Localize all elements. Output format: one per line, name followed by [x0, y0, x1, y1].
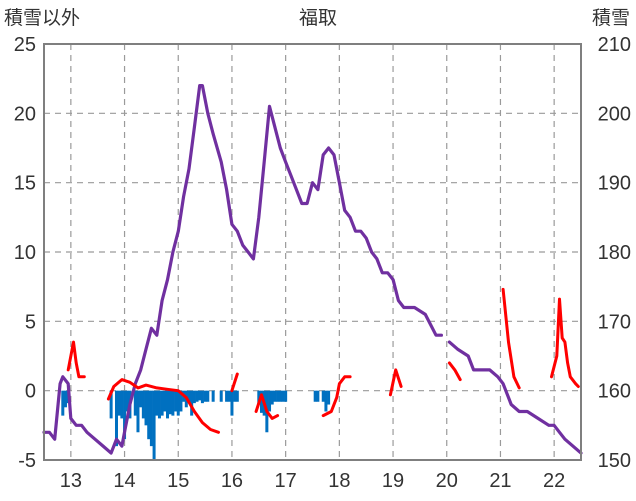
left-tick-label: 15	[14, 173, 36, 195]
right-tick-label: 170	[598, 311, 631, 333]
temperature-line	[106, 378, 220, 434]
bar	[174, 390, 178, 412]
right-tick-label: 190	[598, 173, 631, 195]
bar	[327, 390, 331, 405]
plot-frame	[43, 43, 582, 461]
left-tick-label: 10	[14, 242, 36, 264]
x-tick-label: 16	[221, 470, 243, 492]
bar	[190, 390, 194, 416]
bar	[155, 390, 159, 416]
x-tick-label: 20	[436, 470, 458, 492]
x-tick-label: 14	[113, 470, 135, 492]
x-tick-label: 22	[543, 470, 565, 492]
bar	[144, 390, 148, 426]
right-tick-label: 150	[598, 450, 631, 472]
left-tick-label: 25	[14, 34, 36, 56]
bar	[187, 390, 191, 402]
bar	[321, 390, 325, 402]
right-tick-label: 210	[598, 34, 631, 56]
bar	[206, 390, 210, 402]
bar	[133, 390, 137, 416]
bar	[117, 390, 121, 416]
temperature-line	[321, 375, 352, 418]
bar	[235, 390, 239, 402]
x-tick-label: 17	[275, 470, 297, 492]
bar	[125, 390, 129, 412]
temperature-line	[550, 297, 580, 388]
temperature-line	[230, 372, 239, 393]
bar	[203, 390, 207, 402]
right-tick-label: 160	[598, 381, 631, 403]
right-tick-label: 180	[598, 242, 631, 264]
bar	[147, 390, 151, 440]
bar	[109, 390, 113, 419]
bar	[160, 390, 164, 416]
bar	[284, 390, 288, 402]
x-tick-label: 19	[382, 470, 404, 492]
bar	[179, 390, 183, 412]
bar	[141, 390, 145, 419]
left-axis-label: 積雪以外	[4, 7, 80, 29]
bar	[227, 390, 231, 402]
bar	[281, 390, 285, 402]
bar	[198, 390, 202, 401]
bar	[168, 390, 172, 415]
bar	[273, 390, 277, 402]
bar	[195, 390, 199, 402]
bar	[166, 390, 170, 419]
x-tick-label: 13	[60, 470, 82, 492]
bar	[149, 390, 153, 447]
bar	[230, 390, 234, 416]
bar	[324, 390, 328, 412]
bar	[225, 390, 229, 402]
bar	[313, 390, 317, 402]
bar	[152, 390, 156, 460]
snow-depth-line	[447, 340, 583, 455]
bar	[270, 390, 274, 405]
bar	[233, 390, 237, 402]
temperature-line	[254, 393, 280, 420]
bar	[163, 390, 167, 412]
bar	[219, 390, 223, 402]
left-tick-label: 5	[25, 311, 36, 333]
bar	[276, 390, 280, 402]
x-tick-label: 21	[489, 470, 511, 492]
bar	[139, 390, 143, 408]
bar	[63, 390, 67, 408]
bar	[157, 390, 161, 419]
bar	[278, 390, 282, 402]
left-tick-label: -5	[18, 450, 36, 472]
bar	[268, 390, 272, 412]
bar	[136, 390, 140, 433]
bar	[123, 390, 127, 440]
chart-title: 福取	[299, 7, 337, 29]
temperature-line	[388, 368, 403, 397]
temperature-line	[501, 287, 521, 390]
left-tick-label: 20	[14, 103, 36, 125]
bar	[120, 390, 124, 419]
snow-depth-line	[42, 84, 443, 455]
bar	[114, 390, 118, 447]
bar	[257, 390, 261, 405]
bar	[176, 390, 180, 416]
bar	[316, 390, 320, 402]
x-tick-label: 15	[167, 470, 189, 492]
right-tick-label: 200	[598, 103, 631, 125]
bar	[192, 390, 196, 404]
bar	[61, 390, 65, 416]
x-tick-label: 18	[328, 470, 350, 492]
bar	[259, 390, 263, 413]
temperature-line	[447, 361, 462, 382]
bar	[200, 390, 204, 404]
right-axis-label: 積雪	[592, 7, 630, 29]
left-tick-label: 0	[25, 381, 36, 403]
bar	[171, 390, 175, 416]
temperature-line	[66, 340, 86, 379]
bar	[211, 390, 215, 402]
